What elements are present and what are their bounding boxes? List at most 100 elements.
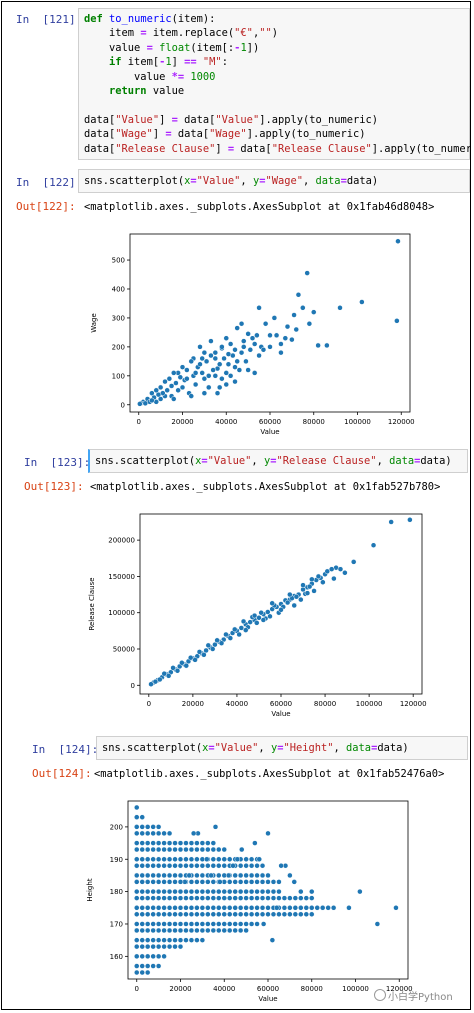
data-point bbox=[231, 626, 238, 633]
data-point bbox=[183, 840, 189, 846]
data-point bbox=[281, 911, 288, 918]
data-point bbox=[258, 609, 264, 616]
data-point bbox=[281, 905, 288, 911]
data-point bbox=[155, 872, 162, 879]
data-point bbox=[194, 862, 200, 869]
data-point bbox=[183, 921, 189, 927]
data-point bbox=[139, 911, 145, 918]
data-point bbox=[183, 911, 189, 918]
data-point bbox=[137, 401, 143, 407]
data-point bbox=[139, 888, 145, 895]
data-point bbox=[209, 646, 216, 652]
data-point bbox=[248, 879, 255, 885]
data-point bbox=[134, 927, 140, 934]
data-point bbox=[150, 905, 156, 911]
release-clause-scatter-plot: 0 20000 40000 60000 80000 100000 120000 0 50000 1… bbox=[88, 513, 427, 718]
data-point bbox=[183, 662, 190, 669]
data-point bbox=[236, 631, 242, 638]
data-point bbox=[234, 358, 240, 365]
data-point bbox=[306, 320, 313, 327]
data-point bbox=[223, 381, 229, 388]
data-point bbox=[216, 921, 222, 927]
data-point bbox=[265, 888, 271, 895]
data-point bbox=[199, 872, 206, 879]
data-point bbox=[155, 862, 162, 869]
data-point bbox=[144, 969, 151, 976]
x-tick-label: 100000 bbox=[342, 985, 369, 993]
data-point bbox=[210, 905, 217, 911]
data-point bbox=[259, 862, 266, 869]
data-point bbox=[247, 619, 253, 625]
code-editor[interactable]: sns.scatterplot(x="Value", y="Wage", dat… bbox=[78, 169, 470, 193]
data-point bbox=[221, 888, 227, 895]
data-point bbox=[265, 895, 271, 901]
watermark: 小白学Python bbox=[374, 988, 453, 1003]
data-point bbox=[265, 872, 271, 879]
data-point bbox=[206, 384, 212, 391]
data-point bbox=[287, 591, 293, 598]
data-point bbox=[150, 953, 156, 960]
data-point bbox=[210, 921, 217, 927]
data-point bbox=[303, 895, 310, 901]
data-point bbox=[292, 905, 299, 911]
data-point bbox=[216, 384, 223, 391]
y-tick-label: 190 bbox=[110, 856, 123, 864]
data-point bbox=[237, 862, 244, 869]
data-point bbox=[201, 390, 208, 396]
data-point bbox=[314, 905, 320, 911]
data-point bbox=[293, 326, 299, 333]
data-point bbox=[199, 905, 206, 911]
data-point bbox=[226, 921, 233, 927]
data-point bbox=[144, 963, 151, 969]
data-point bbox=[394, 318, 400, 324]
data-point bbox=[223, 335, 229, 341]
data-point bbox=[232, 378, 238, 385]
data-point bbox=[166, 927, 173, 934]
data-point bbox=[201, 652, 207, 658]
data-point bbox=[171, 370, 177, 376]
data-point bbox=[134, 963, 140, 969]
data-point bbox=[270, 879, 277, 885]
data-point bbox=[144, 824, 151, 830]
data-point bbox=[173, 380, 179, 386]
data-point bbox=[265, 609, 271, 615]
data-point bbox=[374, 921, 381, 927]
y-tick-label: 50000 bbox=[113, 646, 135, 654]
data-point bbox=[194, 937, 200, 943]
data-point bbox=[298, 911, 304, 918]
x-tick-label: 40000 bbox=[213, 985, 235, 993]
data-point bbox=[149, 390, 155, 396]
data-point bbox=[212, 641, 218, 648]
data-point bbox=[166, 862, 173, 869]
data-point bbox=[331, 575, 337, 582]
code-editor[interactable]: sns.scatterplot(x="Value", y="Height", d… bbox=[96, 736, 468, 760]
data-point bbox=[177, 937, 184, 943]
data-point bbox=[241, 338, 247, 344]
data-point bbox=[188, 840, 195, 846]
code-editor[interactable]: sns.scatterplot(x="Value", y="Release Cl… bbox=[88, 449, 468, 473]
data-point bbox=[188, 921, 195, 927]
x-tick-label: 120000 bbox=[386, 985, 413, 993]
data-point bbox=[155, 879, 162, 885]
data-point bbox=[144, 856, 151, 863]
data-point bbox=[144, 895, 151, 901]
data-point bbox=[172, 937, 178, 943]
data-point bbox=[161, 670, 167, 677]
data-point bbox=[216, 927, 222, 934]
data-point bbox=[166, 375, 173, 382]
code-editor[interactable]: def to_numeric(item): item = item.replac… bbox=[78, 8, 470, 160]
data-point bbox=[304, 590, 311, 596]
x-tick-label: 60000 bbox=[259, 418, 281, 426]
data-point bbox=[243, 921, 249, 927]
data-point bbox=[155, 943, 162, 950]
data-point bbox=[172, 911, 178, 918]
x-tick-label: 20000 bbox=[169, 985, 191, 993]
data-point bbox=[219, 344, 225, 350]
data-point bbox=[184, 367, 190, 373]
data-point bbox=[232, 911, 238, 918]
data-point bbox=[155, 391, 162, 398]
data-point bbox=[192, 657, 198, 663]
data-point bbox=[232, 347, 238, 353]
data-point bbox=[161, 943, 167, 950]
data-point bbox=[205, 888, 211, 895]
